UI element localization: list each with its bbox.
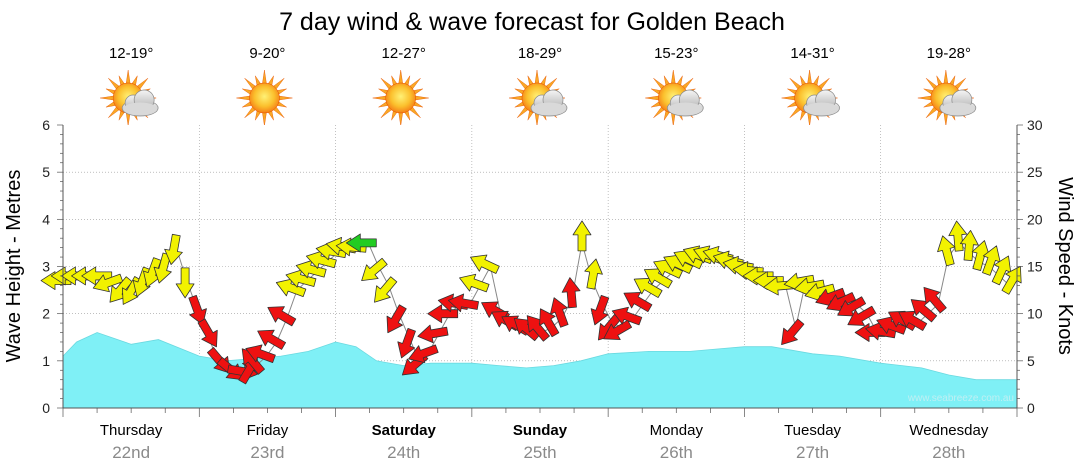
day-temp-range: 15-23° xyxy=(654,45,698,62)
wind-arrow-strong xyxy=(81,266,113,286)
partly-cloudy-icon xyxy=(508,69,568,127)
y-tick-label-left: 0 xyxy=(42,400,50,416)
wind-arrow-strong xyxy=(361,257,388,282)
day-name-label: Thursday xyxy=(100,422,163,439)
y-tick-label-right: 10 xyxy=(1027,306,1043,322)
y-tick-label-left: 4 xyxy=(42,211,50,227)
day-name-label: Monday xyxy=(650,422,704,439)
wind-arrow-strong xyxy=(470,254,500,274)
wind-arrow-moderate xyxy=(427,304,459,324)
day-name-label: Sunday xyxy=(513,422,568,439)
day-name-label: Friday xyxy=(247,422,289,439)
y-tick-label-left: 3 xyxy=(42,259,50,275)
wind-arrow-strong xyxy=(572,220,592,252)
day-temp-range: 14-31° xyxy=(790,45,834,62)
y-axis-label-right: Wind Speed - Knots xyxy=(1054,177,1076,355)
sunny-icon xyxy=(372,69,429,127)
day-name-label: Wednesday xyxy=(909,422,988,439)
wind-arrow-moderate xyxy=(447,293,479,313)
wind-arrow-moderate xyxy=(539,308,560,338)
y-tick-label-left: 1 xyxy=(42,353,50,369)
wind-arrow-moderate xyxy=(245,344,276,363)
wind-arrow-strong xyxy=(1001,265,1022,295)
partly-cloudy-icon xyxy=(917,69,977,127)
y-tick-label-right: 30 xyxy=(1027,117,1043,133)
wind-arrow-moderate xyxy=(603,319,633,340)
wave-height-area xyxy=(62,332,1018,409)
wind-arrow-moderate xyxy=(188,294,207,326)
wind-arrow-moderate xyxy=(417,324,449,344)
day-date-label: 26th xyxy=(660,443,693,462)
wind-arrow-moderate xyxy=(590,294,610,326)
wind-arrow-moderate xyxy=(267,306,297,327)
sunny-icon xyxy=(236,69,293,127)
wind-arrow-strong xyxy=(584,258,603,290)
wind-arrow-strong xyxy=(92,273,124,293)
wind-arrow-strong xyxy=(374,276,398,303)
wind-arrow-moderate xyxy=(386,304,407,334)
day-temp-range: 18-29° xyxy=(518,45,562,62)
wind-arrow-moderate xyxy=(561,277,581,309)
day-temp-range: 12-19° xyxy=(109,45,153,62)
y-tick-label-left: 2 xyxy=(42,306,50,322)
watermark: www.seabreeze.com.au xyxy=(907,393,1014,404)
day-date-label: 25th xyxy=(523,443,556,462)
day-date-label: 27th xyxy=(796,443,829,462)
y-tick-label-right: 15 xyxy=(1027,259,1043,275)
wind-arrow-moderate xyxy=(623,292,653,313)
partly-cloudy-icon xyxy=(781,69,840,127)
wind-arrow-strong xyxy=(164,233,183,265)
wind-arrow-strong xyxy=(459,273,490,293)
y-tick-label-right: 25 xyxy=(1027,164,1043,180)
y-tick-label-right: 0 xyxy=(1027,400,1035,416)
wind-arrow-moderate xyxy=(408,344,439,363)
y-tick-label-right: 5 xyxy=(1027,353,1035,369)
day-temp-range: 12-27° xyxy=(382,45,426,62)
partly-cloudy-icon xyxy=(100,69,159,127)
y-axis-label-left: Wave Height - Metres xyxy=(3,170,25,363)
wind-arrow-moderate xyxy=(781,318,805,346)
day-temp-range: 19-28° xyxy=(927,45,971,62)
y-tick-label-left: 6 xyxy=(42,117,50,133)
day-date-label: 22nd xyxy=(112,443,150,462)
day-name-label: Tuesday xyxy=(784,422,841,439)
wind-arrow-moderate xyxy=(257,329,287,350)
day-date-label: 23rd xyxy=(250,443,284,462)
wind-arrow-moderate xyxy=(611,306,643,326)
wind-arrow-light xyxy=(345,233,377,253)
wind-arrow-moderate xyxy=(847,305,877,326)
day-date-label: 28th xyxy=(932,443,965,462)
y-tick-label-left: 5 xyxy=(42,164,50,180)
wind-arrow-moderate xyxy=(197,318,218,348)
wind-arrow-strong xyxy=(742,266,774,286)
chart-title: 7 day wind & wave forecast for Golden Be… xyxy=(279,8,785,36)
wind-arrow-strong xyxy=(937,235,956,267)
wind-arrow-moderate xyxy=(923,286,947,314)
wind-arrow-strong xyxy=(960,229,979,262)
wind-arrow-moderate xyxy=(397,328,416,359)
y-tick-label-right: 20 xyxy=(1027,211,1043,227)
wind-arrow-moderate xyxy=(550,297,569,328)
day-name-label: Saturday xyxy=(372,422,437,439)
partly-cloudy-icon xyxy=(645,69,704,127)
wind-arrow-strong xyxy=(175,267,195,299)
day-temp-range: 9-20° xyxy=(249,45,285,62)
day-date-label: 24th xyxy=(387,443,420,462)
